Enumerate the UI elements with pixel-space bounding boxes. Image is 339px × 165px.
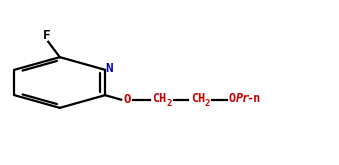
Text: CH: CH <box>191 92 205 105</box>
Text: 2: 2 <box>205 99 210 108</box>
Text: O: O <box>228 92 235 105</box>
Text: F: F <box>43 29 50 42</box>
Text: Pr: Pr <box>236 92 250 105</box>
Text: CH: CH <box>153 92 167 105</box>
Text: N: N <box>105 62 113 75</box>
Text: O: O <box>123 93 131 106</box>
Text: 2: 2 <box>166 99 172 108</box>
Text: -n: -n <box>246 92 260 105</box>
